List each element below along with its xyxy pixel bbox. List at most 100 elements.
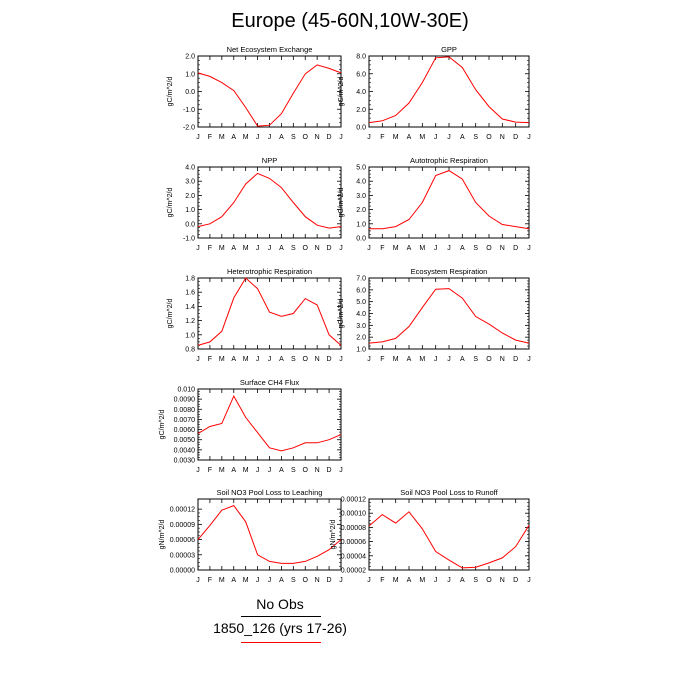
x-tick-label: S bbox=[291, 577, 296, 584]
x-tick-label: O bbox=[303, 134, 309, 141]
y-tick-label: -1.0 bbox=[183, 107, 195, 114]
x-tick-label: M bbox=[243, 577, 249, 584]
x-tick-label: J bbox=[434, 577, 438, 584]
x-tick-label: J bbox=[256, 245, 260, 252]
series-line bbox=[369, 170, 530, 230]
x-tick-label: M bbox=[419, 245, 425, 252]
x-tick-label: A bbox=[231, 577, 236, 584]
x-tick-label: A bbox=[279, 356, 284, 363]
x-tick-label: J bbox=[527, 134, 531, 141]
y-tick-label: 0.00009 bbox=[170, 522, 195, 529]
y-tick-label: 0.00003 bbox=[170, 552, 195, 559]
x-tick-label: A bbox=[460, 577, 465, 584]
x-tick-label: S bbox=[291, 245, 296, 252]
x-tick-label: A bbox=[407, 577, 412, 584]
y-tick-label: 4.0 bbox=[356, 179, 366, 186]
y-tick-label: 1.0 bbox=[185, 332, 195, 339]
x-tick-label: M bbox=[419, 577, 425, 584]
y-tick-label: 6.0 bbox=[356, 287, 366, 294]
y-tick-label: 2.0 bbox=[185, 193, 195, 200]
y-axis-label: gC/m^2/d bbox=[167, 77, 174, 107]
plot-frame bbox=[368, 498, 530, 571]
plot-frame bbox=[197, 498, 342, 571]
x-tick-label: F bbox=[208, 245, 212, 252]
x-tick-label: S bbox=[473, 577, 478, 584]
legend-obs-label: No Obs bbox=[256, 596, 304, 612]
x-tick-label: D bbox=[327, 467, 332, 474]
x-tick-label: F bbox=[380, 134, 384, 141]
x-tick-label: M bbox=[243, 467, 249, 474]
series-line bbox=[368, 56, 530, 124]
x-tick-label: M bbox=[243, 356, 249, 363]
x-tick-label: D bbox=[513, 577, 518, 584]
chart-panel-7: Surface CH4 Flux gC/m^2/d 0.0030 0.0040 0.00… bbox=[159, 378, 343, 474]
x-tick-label: N bbox=[500, 245, 505, 252]
y-axis-label: gC/m^2/d bbox=[159, 410, 166, 440]
chart-panel-8: Soil NO3 Pool Loss to Leaching gN/m^2/d 0.… bbox=[159, 488, 343, 584]
y-tick-label: -2.0 bbox=[183, 125, 195, 132]
plot-frame bbox=[197, 277, 342, 350]
x-tick-label: F bbox=[208, 577, 212, 584]
panel-title: Soil NO3 Pool Loss to Runoff bbox=[400, 488, 498, 497]
x-tick-label: A bbox=[231, 467, 236, 474]
panel-title: Soil NO3 Pool Loss to Leaching bbox=[217, 488, 323, 497]
x-tick-label: J bbox=[367, 356, 371, 363]
x-tick-label: J bbox=[527, 577, 531, 584]
y-tick-label: 1.6 bbox=[185, 290, 195, 297]
x-tick-label: A bbox=[231, 356, 236, 363]
x-tick-label: F bbox=[208, 356, 212, 363]
x-tick-label: J bbox=[447, 577, 451, 584]
x-tick-label: N bbox=[500, 356, 505, 363]
y-tick-label: 4.0 bbox=[356, 311, 366, 318]
x-tick-label: M bbox=[393, 245, 399, 252]
y-axis-label: gC/m^2/d bbox=[338, 188, 345, 218]
chart-panel-9: Soil NO3 Pool Loss to Runoff gN/m^2/d 0.00… bbox=[330, 488, 531, 584]
x-tick-label: J bbox=[447, 356, 451, 363]
y-tick-label: 0.00004 bbox=[341, 553, 366, 560]
series-line bbox=[368, 288, 530, 344]
x-tick-label: J bbox=[268, 467, 272, 474]
y-tick-label: 0.0090 bbox=[174, 397, 196, 404]
x-tick-label: A bbox=[231, 245, 236, 252]
x-tick-label: J bbox=[339, 356, 343, 363]
x-tick-label: A bbox=[279, 245, 284, 252]
x-tick-label: M bbox=[243, 134, 249, 141]
x-tick-label: J bbox=[447, 245, 451, 252]
y-tick-label: 3.0 bbox=[356, 193, 366, 200]
x-tick-label: A bbox=[407, 245, 412, 252]
x-tick-label: A bbox=[407, 356, 412, 363]
y-tick-label: 0.8 bbox=[185, 347, 195, 354]
y-tick-label: 0.0040 bbox=[174, 447, 196, 454]
x-tick-label: O bbox=[303, 356, 309, 363]
x-tick-label: F bbox=[380, 577, 384, 584]
y-tick-label: 0.0060 bbox=[174, 427, 196, 434]
x-tick-label: S bbox=[473, 356, 478, 363]
x-tick-label: O bbox=[486, 577, 492, 584]
x-tick-label: M bbox=[219, 467, 225, 474]
x-tick-label: A bbox=[279, 134, 284, 141]
page-title: Europe (45-60N,10W-30E) bbox=[231, 10, 469, 32]
x-tick-label: A bbox=[407, 134, 412, 141]
y-axis-label: gC/m^2/d bbox=[167, 299, 174, 329]
y-tick-label: 3.0 bbox=[185, 179, 195, 186]
panel-title: Heterotrophic Respiration bbox=[227, 267, 312, 276]
x-tick-label: D bbox=[513, 245, 518, 252]
x-tick-label: N bbox=[500, 577, 505, 584]
legend-model-line bbox=[241, 642, 321, 643]
x-tick-label: J bbox=[367, 245, 371, 252]
y-tick-label: 0.00008 bbox=[341, 525, 366, 532]
x-tick-label: A bbox=[279, 467, 284, 474]
chart-panel-1: Net Ecosystem Exchange gC/m^2/d -2.0 -1.0 0.… bbox=[167, 45, 343, 141]
x-tick-label: J bbox=[268, 245, 272, 252]
y-tick-label: 0.0 bbox=[185, 221, 195, 228]
x-tick-label: M bbox=[419, 134, 425, 141]
chart-panel-5: Heterotrophic Respiration gC/m^2/d 0.8 1.0 1… bbox=[167, 267, 343, 363]
x-tick-label: D bbox=[513, 356, 518, 363]
y-tick-label: 1.0 bbox=[356, 347, 366, 354]
x-tick-label: J bbox=[527, 356, 531, 363]
x-tick-label: M bbox=[219, 245, 225, 252]
x-tick-label: J bbox=[256, 356, 260, 363]
x-tick-label: A bbox=[231, 134, 236, 141]
